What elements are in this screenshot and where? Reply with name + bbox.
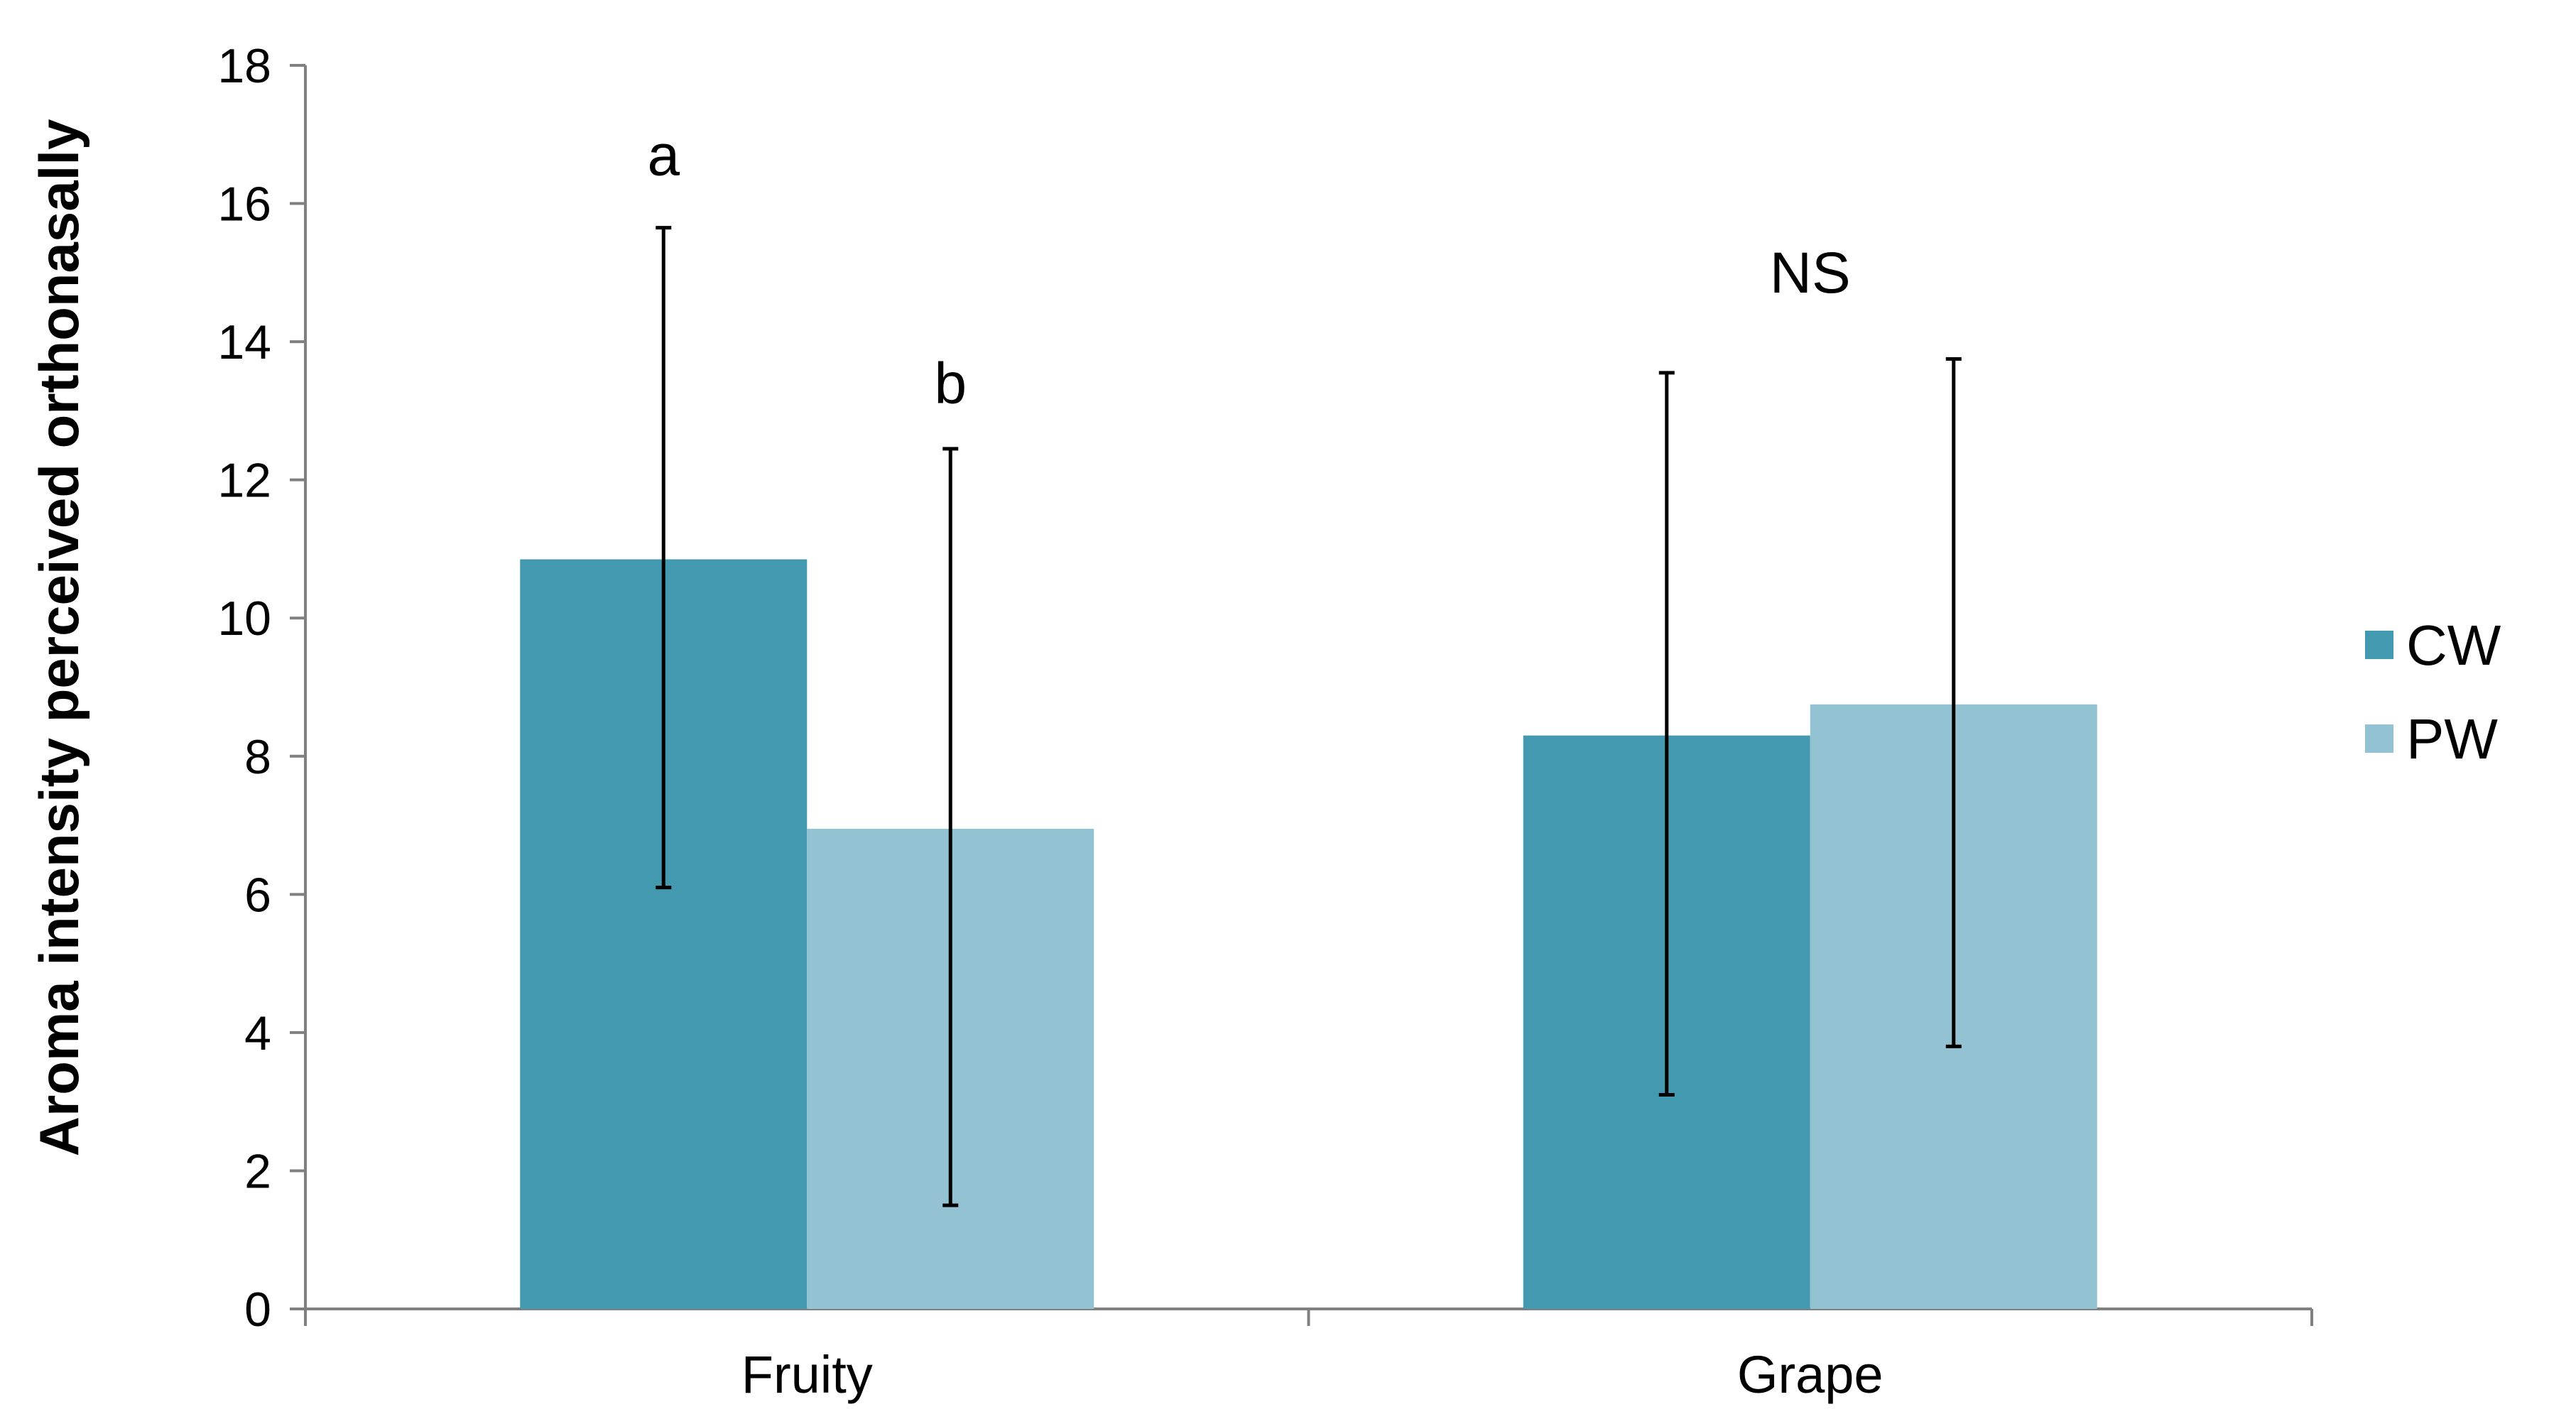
y-tick-label: 8 xyxy=(244,730,271,784)
y-axis: 0 2 4 6 8 10 12 14 16 18 xyxy=(217,39,307,1337)
error-bars xyxy=(656,226,1962,1207)
x-axis: Fruity Grape xyxy=(304,1307,2313,1404)
y-tick-label: 0 xyxy=(244,1283,271,1337)
y-axis-label: Aroma intensity perceived orthonasally xyxy=(28,119,90,1157)
bars xyxy=(520,559,2097,1309)
legend-swatch xyxy=(2365,724,2393,753)
significance-label: a xyxy=(647,123,680,187)
legend-swatch xyxy=(2365,631,2393,659)
y-tick-label: 14 xyxy=(217,315,271,369)
x-tick-label: Fruity xyxy=(741,1345,873,1404)
legend-label: CW xyxy=(2406,614,2501,677)
y-tick-label: 12 xyxy=(217,454,271,508)
y-tick-label: 16 xyxy=(217,178,271,232)
significance-label: b xyxy=(934,351,967,415)
significance-label: NS xyxy=(1770,241,1851,305)
x-tick-label: Grape xyxy=(1737,1345,1884,1404)
legend-label: PW xyxy=(2406,707,2498,771)
y-tick-label: 2 xyxy=(244,1144,271,1198)
y-tick-label: 4 xyxy=(244,1006,271,1060)
legend: CW PW xyxy=(2365,614,2501,771)
annotations: a b NS xyxy=(647,123,1850,415)
y-tick-label: 10 xyxy=(217,592,271,646)
y-tick-label: 6 xyxy=(244,868,271,922)
y-tick-label: 18 xyxy=(217,39,271,93)
